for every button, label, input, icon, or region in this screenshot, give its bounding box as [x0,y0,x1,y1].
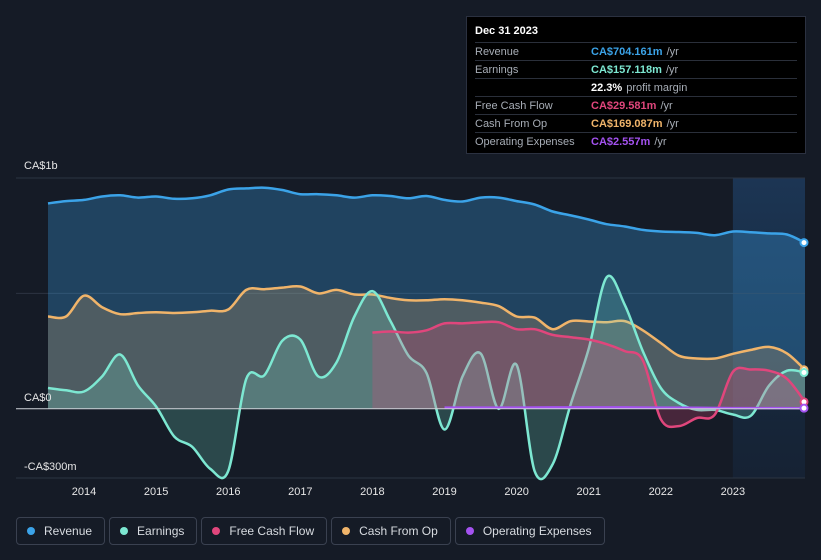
end-markers [799,238,809,413]
highlight-band [732,178,805,478]
legend-dot-icon [120,527,129,535]
legend-item-cash-from-op[interactable]: Cash From Op [331,517,451,545]
legend-dot-icon [212,527,221,535]
legend-label: Free Cash Flow [229,524,315,538]
grid-lines [16,177,805,479]
legend-dot-icon [27,527,35,535]
legend-label: Earnings [137,524,185,538]
legend-item-earnings[interactable]: Earnings [109,517,198,545]
y-tick-label: CA$1b [24,160,58,172]
earnings-end-marker [799,368,809,378]
x-tick-label: 2019 [432,486,456,498]
x-axis: 2014 2015 2016 2017 2018 2019 2020 2021 2022 2023 [72,486,745,498]
tooltip-row: 22.3% profit margin [475,78,797,96]
cash-from-op-line [47,284,806,371]
tooltip-row: Revenue CA$704.161m/yr [475,42,797,60]
tooltip-unit: /yr [665,63,679,76]
tooltip-row: Free Cash Flow CA$29.581m/yr [475,96,797,114]
legend-dot-icon [465,527,474,535]
y-tick-label: CA$0 [24,392,52,404]
tooltip-label: Revenue [475,45,520,58]
tooltip-label: Earnings [475,63,519,76]
tooltip-value: CA$169.087m [591,117,663,130]
tooltip-value: CA$29.581m [591,99,657,112]
tooltip-label: Operating Expenses [475,135,575,148]
x-tick-label: 2017 [288,486,312,498]
tooltip-unit: /yr [666,117,679,130]
tooltip-value: CA$2.557m [591,135,651,148]
tooltip-row: Cash From Op CA$169.087m/yr [475,114,797,132]
legend-item-operating-expenses[interactable]: Operating Expenses [454,517,605,545]
x-tick-label: 2014 [72,486,96,498]
tooltip-value: CA$157.118m [591,63,662,76]
legend-item-revenue[interactable]: Revenue [16,517,106,545]
x-tick-label: 2018 [360,486,384,498]
tooltip-value: 22.3% [591,81,623,94]
x-tick-label: 2023 [721,486,745,498]
data-tooltip: Dec 31 2023 Revenue CA$704.161m/yr Earning… [466,16,806,154]
legend-label: Revenue [44,524,93,538]
tooltip-unit: /yr [666,45,679,58]
operating-expenses-end-marker [799,403,809,413]
tooltip-label: Free Cash Flow [475,99,553,112]
earnings-area [48,275,805,480]
free-cash-flow-line [372,320,806,429]
tooltip-row: Earnings CA$157.118m/yr [475,60,797,78]
tooltip-unit: profit margin [626,81,688,94]
tooltip-date: Dec 31 2023 [475,25,538,37]
cash-from-op-area [48,286,805,409]
legend-dot-icon [342,527,351,535]
revenue-area [48,187,805,409]
revenue-end-marker [799,238,809,248]
tooltip-unit: /yr [654,135,667,148]
x-tick-label: 2021 [576,486,600,498]
free-cash-flow-area [372,321,805,427]
tooltip-row: Operating Expenses CA$2.557m/yr [475,132,797,150]
earnings-line [47,274,806,481]
x-tick-label: 2016 [216,486,240,498]
x-tick-label: 2020 [504,486,528,498]
x-tick-label: 2022 [649,486,673,498]
legend: Revenue Earnings Free Cash Flow Cash From O… [16,517,605,545]
tooltip-unit: /yr [660,99,673,112]
y-tick-label: -CA$300m [24,461,77,473]
revenue-line [47,186,806,244]
legend-label: Cash From Op [359,524,438,538]
operating-expenses-line [444,406,806,410]
legend-item-free-cash-flow[interactable]: Free Cash Flow [201,517,328,545]
legend-label: Operating Expenses [482,524,592,538]
tooltip-value: CA$704.161m [591,45,663,58]
series-layer [47,186,806,481]
y-axis: CA$1b CA$0 -CA$300m [24,160,77,473]
x-tick-label: 2015 [144,486,168,498]
tooltip-label: Cash From Op [475,117,548,130]
